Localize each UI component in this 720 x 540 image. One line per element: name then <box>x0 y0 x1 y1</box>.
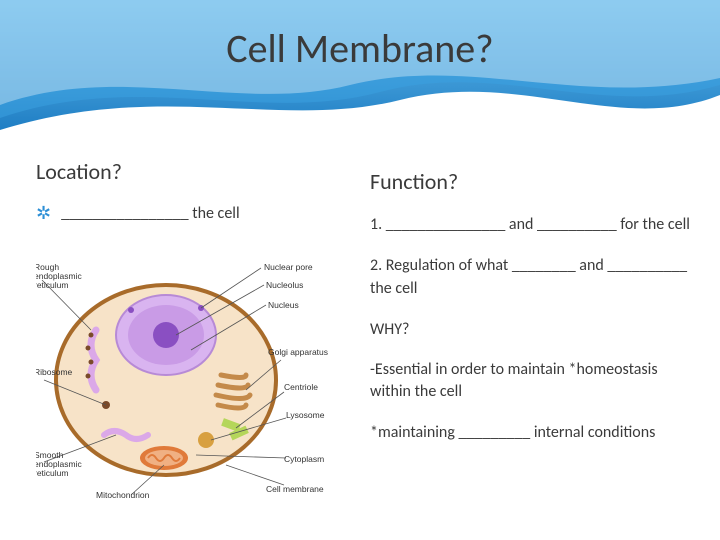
label-mitochondrion: Mitochondrion <box>96 490 150 500</box>
bullet-marker-icon: ✲ <box>36 203 51 225</box>
label-cell-membrane: Cell membrane <box>266 484 324 494</box>
function-item-1: 1. _______________ and __________ for th… <box>370 213 700 236</box>
function-item-2: 2. Regulation of what ________ and _____… <box>370 254 700 300</box>
label-nuclear-pore: Nuclear pore <box>264 262 313 272</box>
label-golgi: Golgi apparatus <box>268 347 328 357</box>
slide-title: Cell Membrane? <box>0 24 720 73</box>
label-smooth-er: Smoothendoplasmicreticulum <box>36 450 82 478</box>
label-rough-er: Roughendoplasmicreticulum <box>36 262 82 290</box>
label-centriole: Centriole <box>284 382 318 392</box>
label-nucleolus: Nucleolus <box>266 280 303 290</box>
function-column: Function? 1. _______________ and _______… <box>370 168 700 462</box>
location-heading: Location? <box>36 158 336 185</box>
cell-diagram: Roughendoplasmicreticulum Ribosome Smoot… <box>36 240 336 500</box>
label-nucleus: Nucleus <box>268 300 299 310</box>
label-cytoplasm: Cytoplasm <box>284 454 324 464</box>
why-label: WHY? <box>370 319 700 341</box>
function-heading: Function? <box>370 168 700 195</box>
label-ribosome: Ribosome <box>36 367 73 377</box>
location-column: Location? ✲ ________________ the cell <box>36 158 336 241</box>
location-bullet-text: ________________ the cell <box>61 203 240 225</box>
label-lysosome: Lysosome <box>286 410 325 420</box>
location-bullet: ✲ ________________ the cell <box>36 203 336 225</box>
maintain-text: *maintaining _________ internal conditio… <box>370 422 700 444</box>
essential-text: -Essential in order to maintain *homeost… <box>370 359 700 404</box>
